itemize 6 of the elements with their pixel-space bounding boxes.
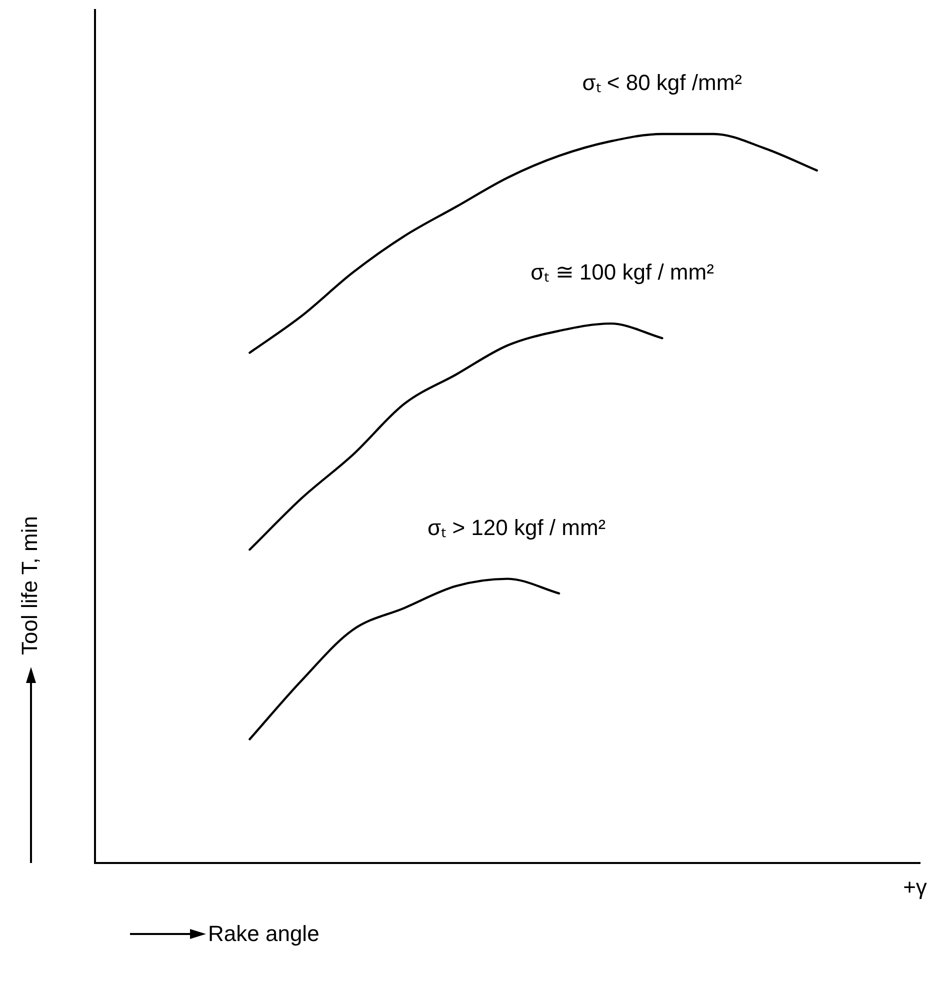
x-axis-title: Rake angle <box>208 921 320 946</box>
series-label: σₜ < 80 kgf /mm² <box>582 70 742 96</box>
y-axis-title: Tool life T, min <box>17 516 42 655</box>
text: σₜ ≅ 100 kgf / mm² <box>530 260 714 285</box>
text: +γ <box>903 874 927 900</box>
text: σₜ > 120 kgf / mm² <box>428 514 606 540</box>
